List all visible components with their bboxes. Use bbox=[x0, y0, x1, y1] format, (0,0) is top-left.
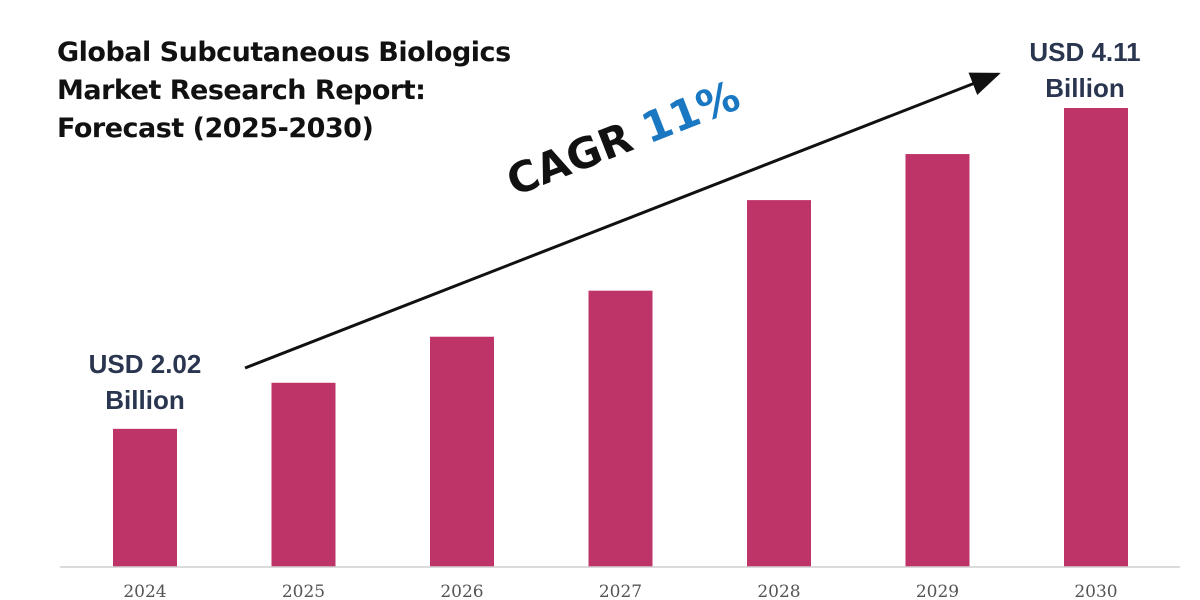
bar-2025 bbox=[271, 382, 336, 567]
x-tick-label: 2030 bbox=[1074, 582, 1117, 600]
bar-2028 bbox=[747, 200, 811, 567]
x-tick-label: 2027 bbox=[599, 582, 642, 600]
x-tick-label: 2028 bbox=[757, 582, 800, 600]
start-unit: Billion bbox=[105, 385, 185, 415]
x-tick-label: 2029 bbox=[916, 582, 959, 600]
bar-2027 bbox=[588, 290, 653, 567]
bar-2024 bbox=[113, 428, 177, 567]
bar-2030 bbox=[1064, 108, 1128, 567]
end-value-callout: USD 4.11 Billion bbox=[1020, 34, 1150, 106]
end-value: USD 4.11 bbox=[1029, 37, 1141, 67]
start-value: USD 2.02 bbox=[88, 349, 202, 379]
end-unit: Billion bbox=[1045, 73, 1125, 103]
x-tick-label: 2026 bbox=[440, 582, 483, 600]
growth-arrow bbox=[244, 72, 1001, 370]
start-value-callout: USD 2.02 Billion bbox=[70, 346, 220, 418]
bar-2029 bbox=[905, 154, 970, 567]
chart-title: Global Subcutaneous Biologics Market Res… bbox=[57, 37, 511, 144]
bar-2026 bbox=[430, 336, 494, 567]
x-tick-label: 2025 bbox=[282, 582, 325, 600]
x-tick-label: 2024 bbox=[123, 582, 166, 600]
